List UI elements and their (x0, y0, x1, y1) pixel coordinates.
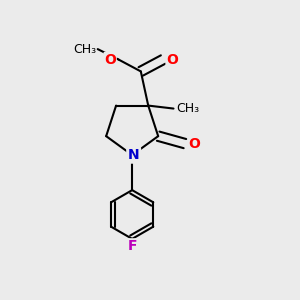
Text: N: N (128, 148, 140, 162)
Text: O: O (104, 52, 116, 67)
Text: CH₃: CH₃ (176, 102, 199, 115)
Text: O: O (188, 136, 200, 151)
Text: CH₃: CH₃ (73, 43, 96, 56)
Text: F: F (128, 239, 137, 253)
Text: O: O (166, 52, 178, 67)
